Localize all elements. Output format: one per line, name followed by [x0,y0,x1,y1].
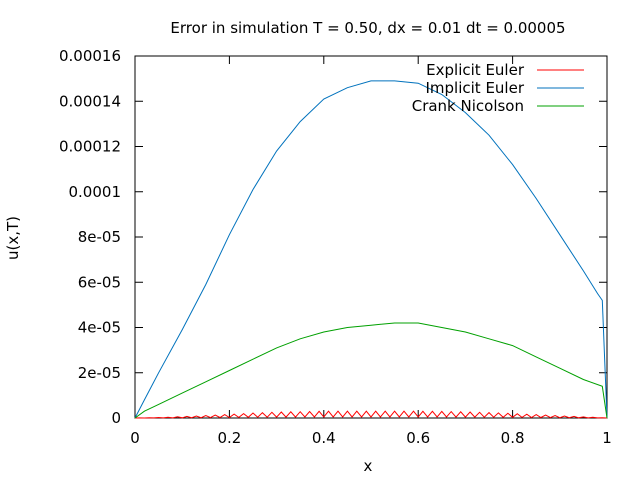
x-tick-label: 1 [602,429,612,447]
series-line-explicit-euler [134,410,608,419]
chart-title: Error in simulation T = 0.50, dx = 0.01 … [170,19,565,37]
y-axis: 0 2e-05 4e-05 6e-05 8e-05 0.0001 0.00012 0.0001… [59,47,607,427]
plot-frame [134,55,608,419]
series-layer [134,80,608,419]
y-tick-label: 0.00016 [59,47,121,65]
y-tick-label: 6e-05 [78,273,121,291]
legend-label-explicit-euler: Explicit Euler [426,61,525,79]
x-tick-label: 0.8 [501,429,525,447]
y-tick-label: 0 [111,409,121,427]
series-line-implicit-euler [134,80,608,419]
y-tick-label: 0.00014 [59,92,121,110]
x-tick-label: 0.2 [217,429,241,447]
y-tick-label: 0.00012 [59,138,121,156]
legend-label-crank-nicolson: Crank Nicolson [412,97,524,115]
y-tick-label: 2e-05 [78,364,121,382]
x-axis-label: x [364,457,373,475]
x-axis: 0 0.2 0.4 0.6 0.8 1 [130,56,612,447]
y-axis-label: u(x,T) [4,216,22,260]
x-tick-label: 0.4 [312,429,336,447]
series-line-crank-nicolson [134,322,608,419]
x-tick-label: 0.6 [406,429,430,447]
x-tick-label: 0 [130,429,140,447]
y-tick-label: 8e-05 [78,228,121,246]
legend-label-implicit-euler: Implicit Euler [425,79,524,97]
y-tick-label: 4e-05 [78,319,121,337]
y-tick-label: 0.0001 [69,183,122,201]
